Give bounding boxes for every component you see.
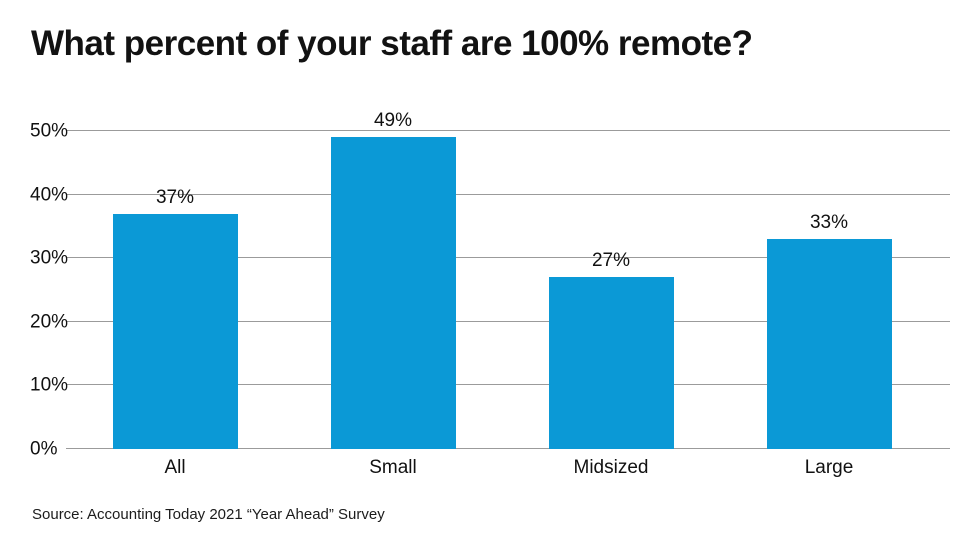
bar-large: 33% — [766, 212, 892, 449]
gridline — [66, 384, 950, 386]
x-category-label: Small — [369, 457, 417, 478]
x-category-label: Midsized — [573, 457, 649, 478]
source-attribution: Source: Accounting Today 2021 “Year Ahea… — [32, 506, 385, 523]
gridline — [66, 257, 950, 259]
x-category-label: Large — [804, 457, 854, 478]
bar-small: 49% — [330, 110, 456, 449]
y-tick-label: 30% — [30, 247, 69, 269]
bar-value-label: 49% — [373, 110, 413, 132]
x-axis-labels: All Small Midsized Large — [66, 457, 938, 483]
bar-all: 37% — [112, 187, 238, 449]
bar-value-label: 33% — [809, 212, 849, 234]
bar-value-label: 37% — [155, 186, 195, 208]
y-tick-label: 10% — [30, 374, 69, 396]
y-tick-label: 0% — [30, 438, 58, 460]
y-tick-label: 20% — [30, 311, 69, 333]
y-tick-label: 50% — [30, 120, 69, 142]
bar-midsized: 27% — [548, 250, 674, 449]
gridline — [66, 320, 950, 322]
gridline — [66, 448, 950, 449]
x-category-label: All — [164, 457, 186, 478]
y-tick-label: 40% — [30, 184, 69, 206]
bar-value-label: 27% — [591, 250, 631, 272]
gridline — [66, 130, 950, 131]
plot-area: 37% 49% 27% 33% — [66, 110, 938, 449]
chart-title: What percent of your staff are 100% remo… — [31, 24, 753, 63]
grid-layer: 0% 10% 20% 30% 40% 50% — [0, 122, 978, 459]
gridline — [66, 193, 950, 195]
